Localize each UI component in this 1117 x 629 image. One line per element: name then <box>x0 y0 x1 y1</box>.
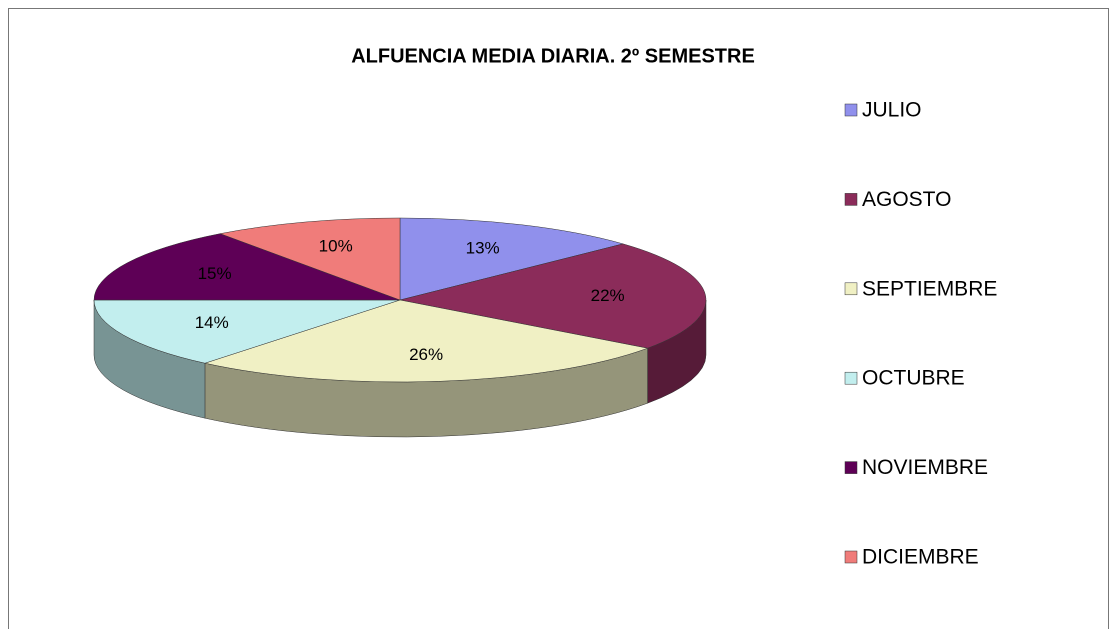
legend-label: DICIEMBRE <box>862 546 979 569</box>
legend-swatch <box>844 282 858 296</box>
data-label: 14% <box>195 313 229 332</box>
legend-label: AGOSTO <box>862 188 951 211</box>
chart-title: ALFUENCIA MEDIA DIARIA. 2º SEMESTRE <box>351 45 755 67</box>
legend-label: SEPTIEMBRE <box>862 277 997 300</box>
slice <box>93 233 401 301</box>
data-label: 13% <box>466 238 500 257</box>
legend-swatch <box>844 193 858 206</box>
legend-swatch <box>844 103 858 117</box>
slice <box>93 299 401 364</box>
data-label: 22% <box>591 286 625 305</box>
legend-swatch <box>844 461 858 474</box>
data-label: 26% <box>409 345 443 364</box>
legend-label: NOVIEMBRE <box>862 456 988 479</box>
slice <box>219 217 401 301</box>
legend-swatch <box>844 371 858 385</box>
legend-swatch <box>844 550 858 564</box>
data-label: 15% <box>198 264 232 283</box>
chart-frame <box>8 8 1109 629</box>
legend-label: JULIO <box>862 99 922 122</box>
slice <box>399 217 625 301</box>
data-label: 10% <box>319 236 353 255</box>
slice <box>399 243 707 349</box>
slice <box>203 299 649 383</box>
legend-label: OCTUBRE <box>862 367 965 390</box>
